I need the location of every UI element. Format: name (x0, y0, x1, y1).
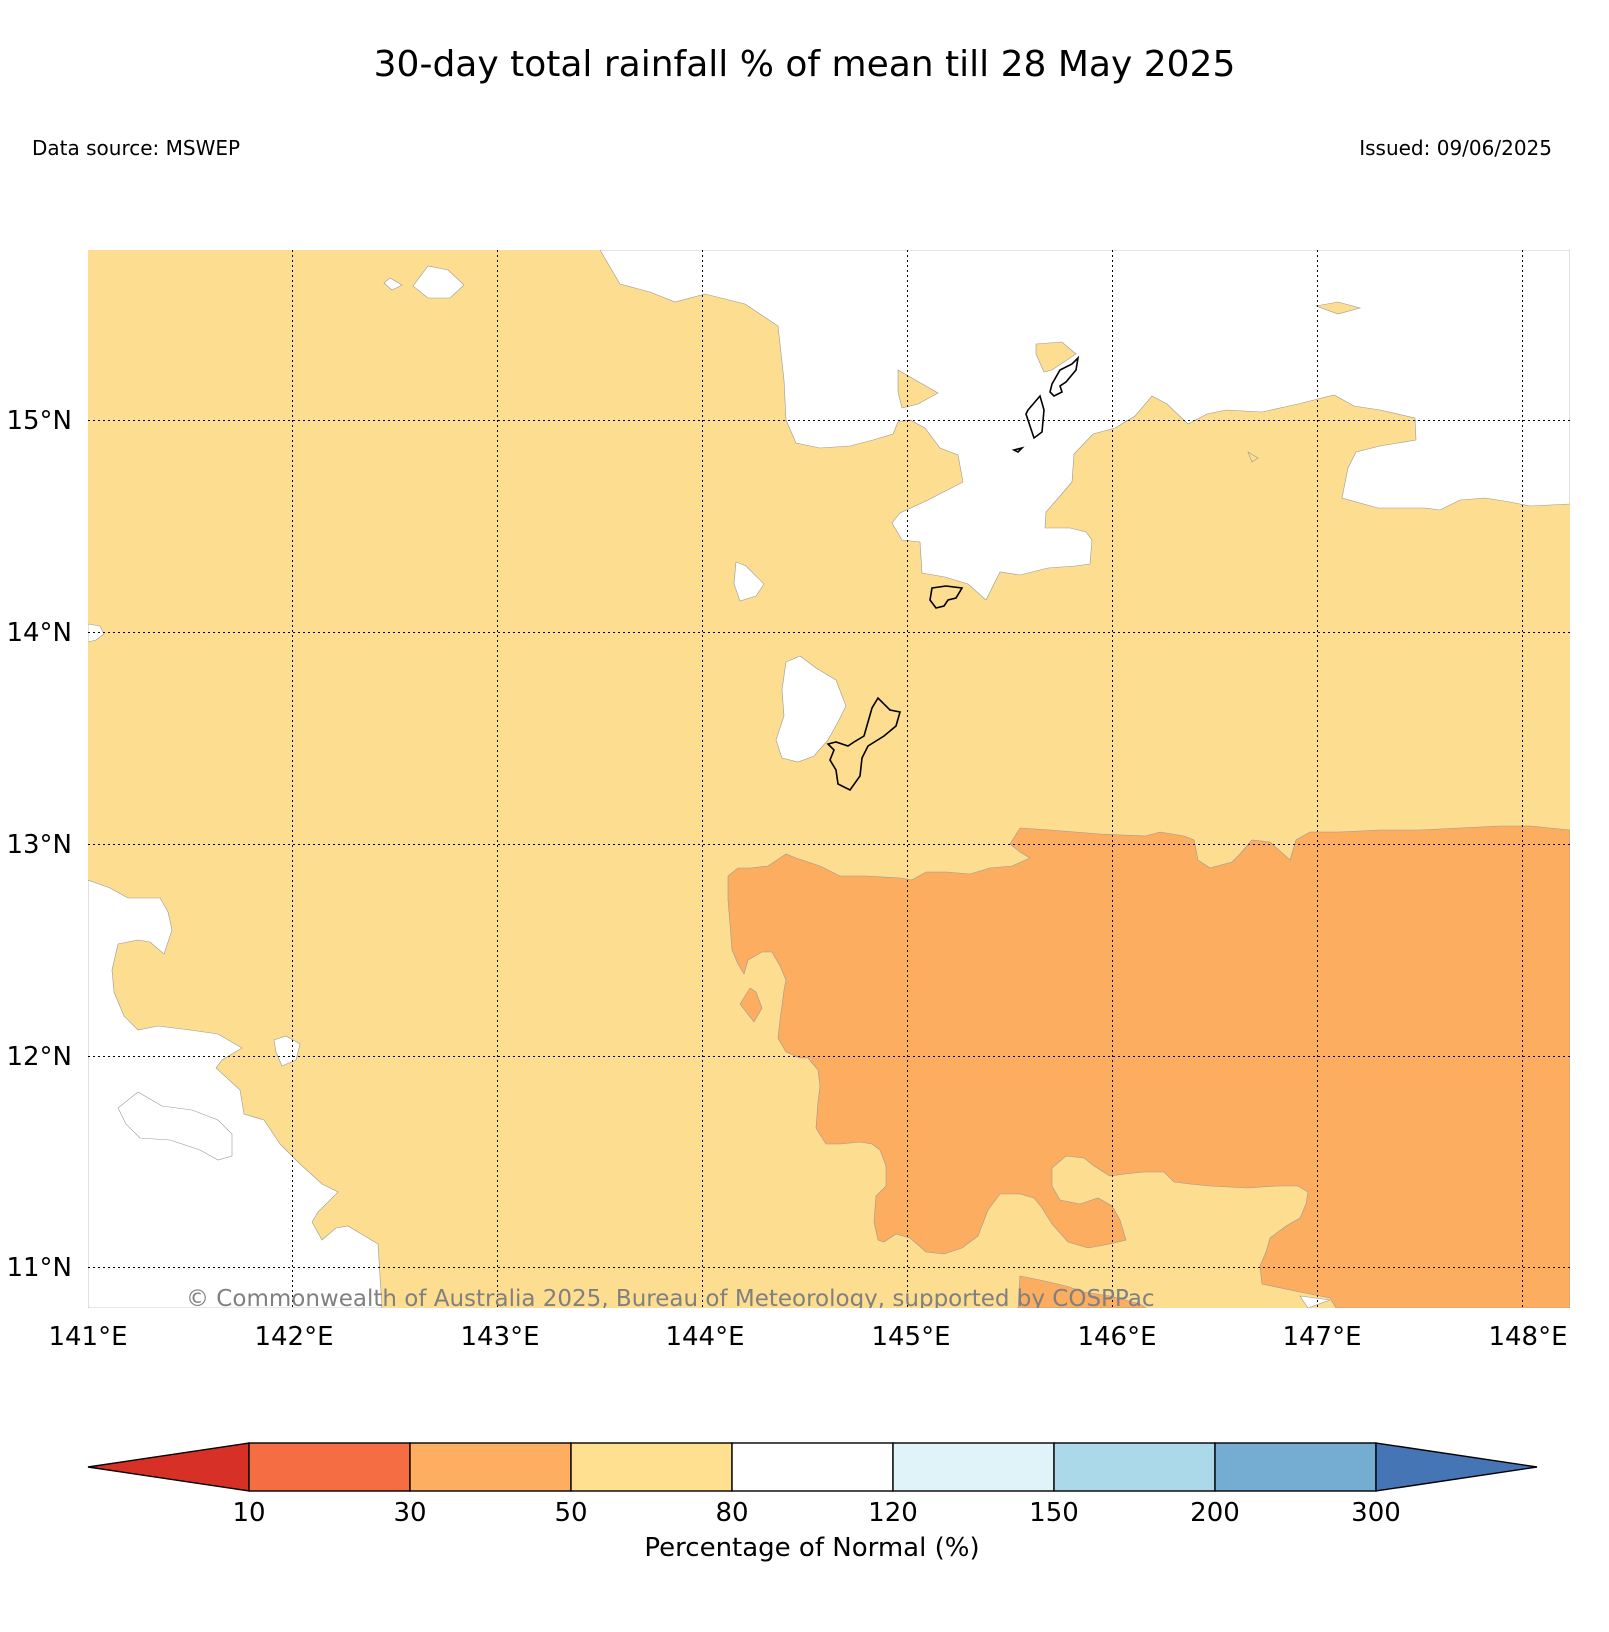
colorbar-tick-label: 50 (554, 1498, 587, 1528)
colorbar-tick-label: 80 (715, 1498, 748, 1528)
lon-tick-label: 148°E (1488, 1322, 1567, 1352)
lon-tick-label: 143°E (460, 1322, 539, 1352)
aguijan-outline (1011, 446, 1025, 453)
tinian-outline (1025, 394, 1045, 440)
copyright-notice: © Commonwealth of Australia 2025, Bureau… (186, 1286, 1155, 1312)
colorbar-segment-50-80 (570, 1442, 733, 1492)
colorbar-tick-label: 150 (1029, 1498, 1079, 1528)
map-title: 30-day total rainfall % of mean till 28 … (373, 44, 1236, 85)
colorbar-segment-30-50 (409, 1442, 572, 1492)
latitude-tick-labels: 15°N 14°N 13°N 12°N 11°N (6, 406, 72, 1283)
colorbar-segment-120-150 (892, 1442, 1055, 1492)
colorbar-segment-10-30 (248, 1442, 411, 1492)
colorbar-tick-label: 30 (393, 1498, 426, 1528)
saipan-outline (1049, 355, 1080, 397)
band-80-120-regions (88, 250, 1570, 1308)
lon-tick-label: 142°E (254, 1322, 333, 1352)
colorbar-tick-labels: 10 30 50 80 120 150 200 300 (232, 1498, 1400, 1528)
rota-outline (929, 585, 964, 609)
map-gridlines (88, 250, 1570, 1308)
colorbar-title: Percentage of Normal (%) (644, 1533, 979, 1563)
lat-tick-label: 14°N (6, 618, 72, 648)
colorbar (87, 1442, 1538, 1492)
lon-tick-label: 141°E (48, 1322, 127, 1352)
colorbar-segment-150-200 (1053, 1442, 1216, 1492)
lat-tick-label: 13°N (6, 830, 72, 860)
longitude-tick-labels: 141°E 142°E 143°E 144°E 145°E 146°E 147°… (48, 1322, 1567, 1352)
lat-tick-label: 15°N (6, 406, 72, 436)
band-30-50-region (727, 825, 1570, 1308)
map-plot-area: © Commonwealth of Australia 2025, Bureau… (88, 250, 1570, 1312)
data-source-label: Data source: MSWEP (32, 136, 241, 160)
colorbar-segment-below-10 (87, 1442, 250, 1492)
colorbar-tick-label: 300 (1351, 1498, 1401, 1528)
lat-tick-label: 12°N (6, 1042, 72, 1072)
island-coastlines (826, 355, 1080, 792)
colorbar-tick-label: 10 (232, 1498, 265, 1528)
issued-date-label: Issued: 09/06/2025 (1359, 136, 1552, 160)
lon-tick-label: 147°E (1282, 1322, 1361, 1352)
lon-tick-label: 146°E (1077, 1322, 1156, 1352)
lat-tick-label: 11°N (6, 1253, 72, 1283)
colorbar-segment-80-120 (731, 1442, 894, 1492)
colorbar-segment-above-300 (1375, 1442, 1538, 1492)
guam-outline (826, 696, 902, 792)
colorbar-tick-label: 120 (868, 1498, 918, 1528)
lon-tick-label: 144°E (665, 1322, 744, 1352)
colorbar-tick-label: 200 (1190, 1498, 1240, 1528)
lon-tick-label: 145°E (871, 1322, 950, 1352)
colorbar-segment-200-300 (1214, 1442, 1377, 1492)
